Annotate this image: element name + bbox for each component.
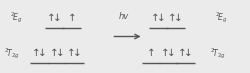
Text: ↑: ↑ xyxy=(68,13,76,23)
Text: ↑: ↑ xyxy=(67,48,76,58)
Text: ↓: ↓ xyxy=(167,48,175,58)
Text: ↓: ↓ xyxy=(53,13,62,23)
Text: ↑: ↑ xyxy=(151,13,160,23)
Text: ↑: ↑ xyxy=(32,48,41,58)
Text: ↑: ↑ xyxy=(168,13,177,23)
Text: $^2\!T_{2g}$: $^2\!T_{2g}$ xyxy=(210,46,226,61)
Text: ↓: ↓ xyxy=(157,13,166,23)
Text: ↑: ↑ xyxy=(50,48,58,58)
Text: ↑: ↑ xyxy=(146,48,155,58)
Text: $^2\!E_g$: $^2\!E_g$ xyxy=(10,11,22,25)
Text: $^2\!T_{2g}$: $^2\!T_{2g}$ xyxy=(4,46,20,61)
Text: ↓: ↓ xyxy=(56,48,64,58)
Text: ↓: ↓ xyxy=(38,48,47,58)
Text: ↓: ↓ xyxy=(73,48,82,58)
Text: hv: hv xyxy=(119,12,129,21)
Text: ↓: ↓ xyxy=(184,48,193,58)
Text: ↑: ↑ xyxy=(47,13,56,23)
Text: ↑: ↑ xyxy=(161,48,170,58)
Text: ↓: ↓ xyxy=(174,13,183,23)
Text: ↑: ↑ xyxy=(178,48,187,58)
Text: $^2\!E_g$: $^2\!E_g$ xyxy=(215,11,228,25)
